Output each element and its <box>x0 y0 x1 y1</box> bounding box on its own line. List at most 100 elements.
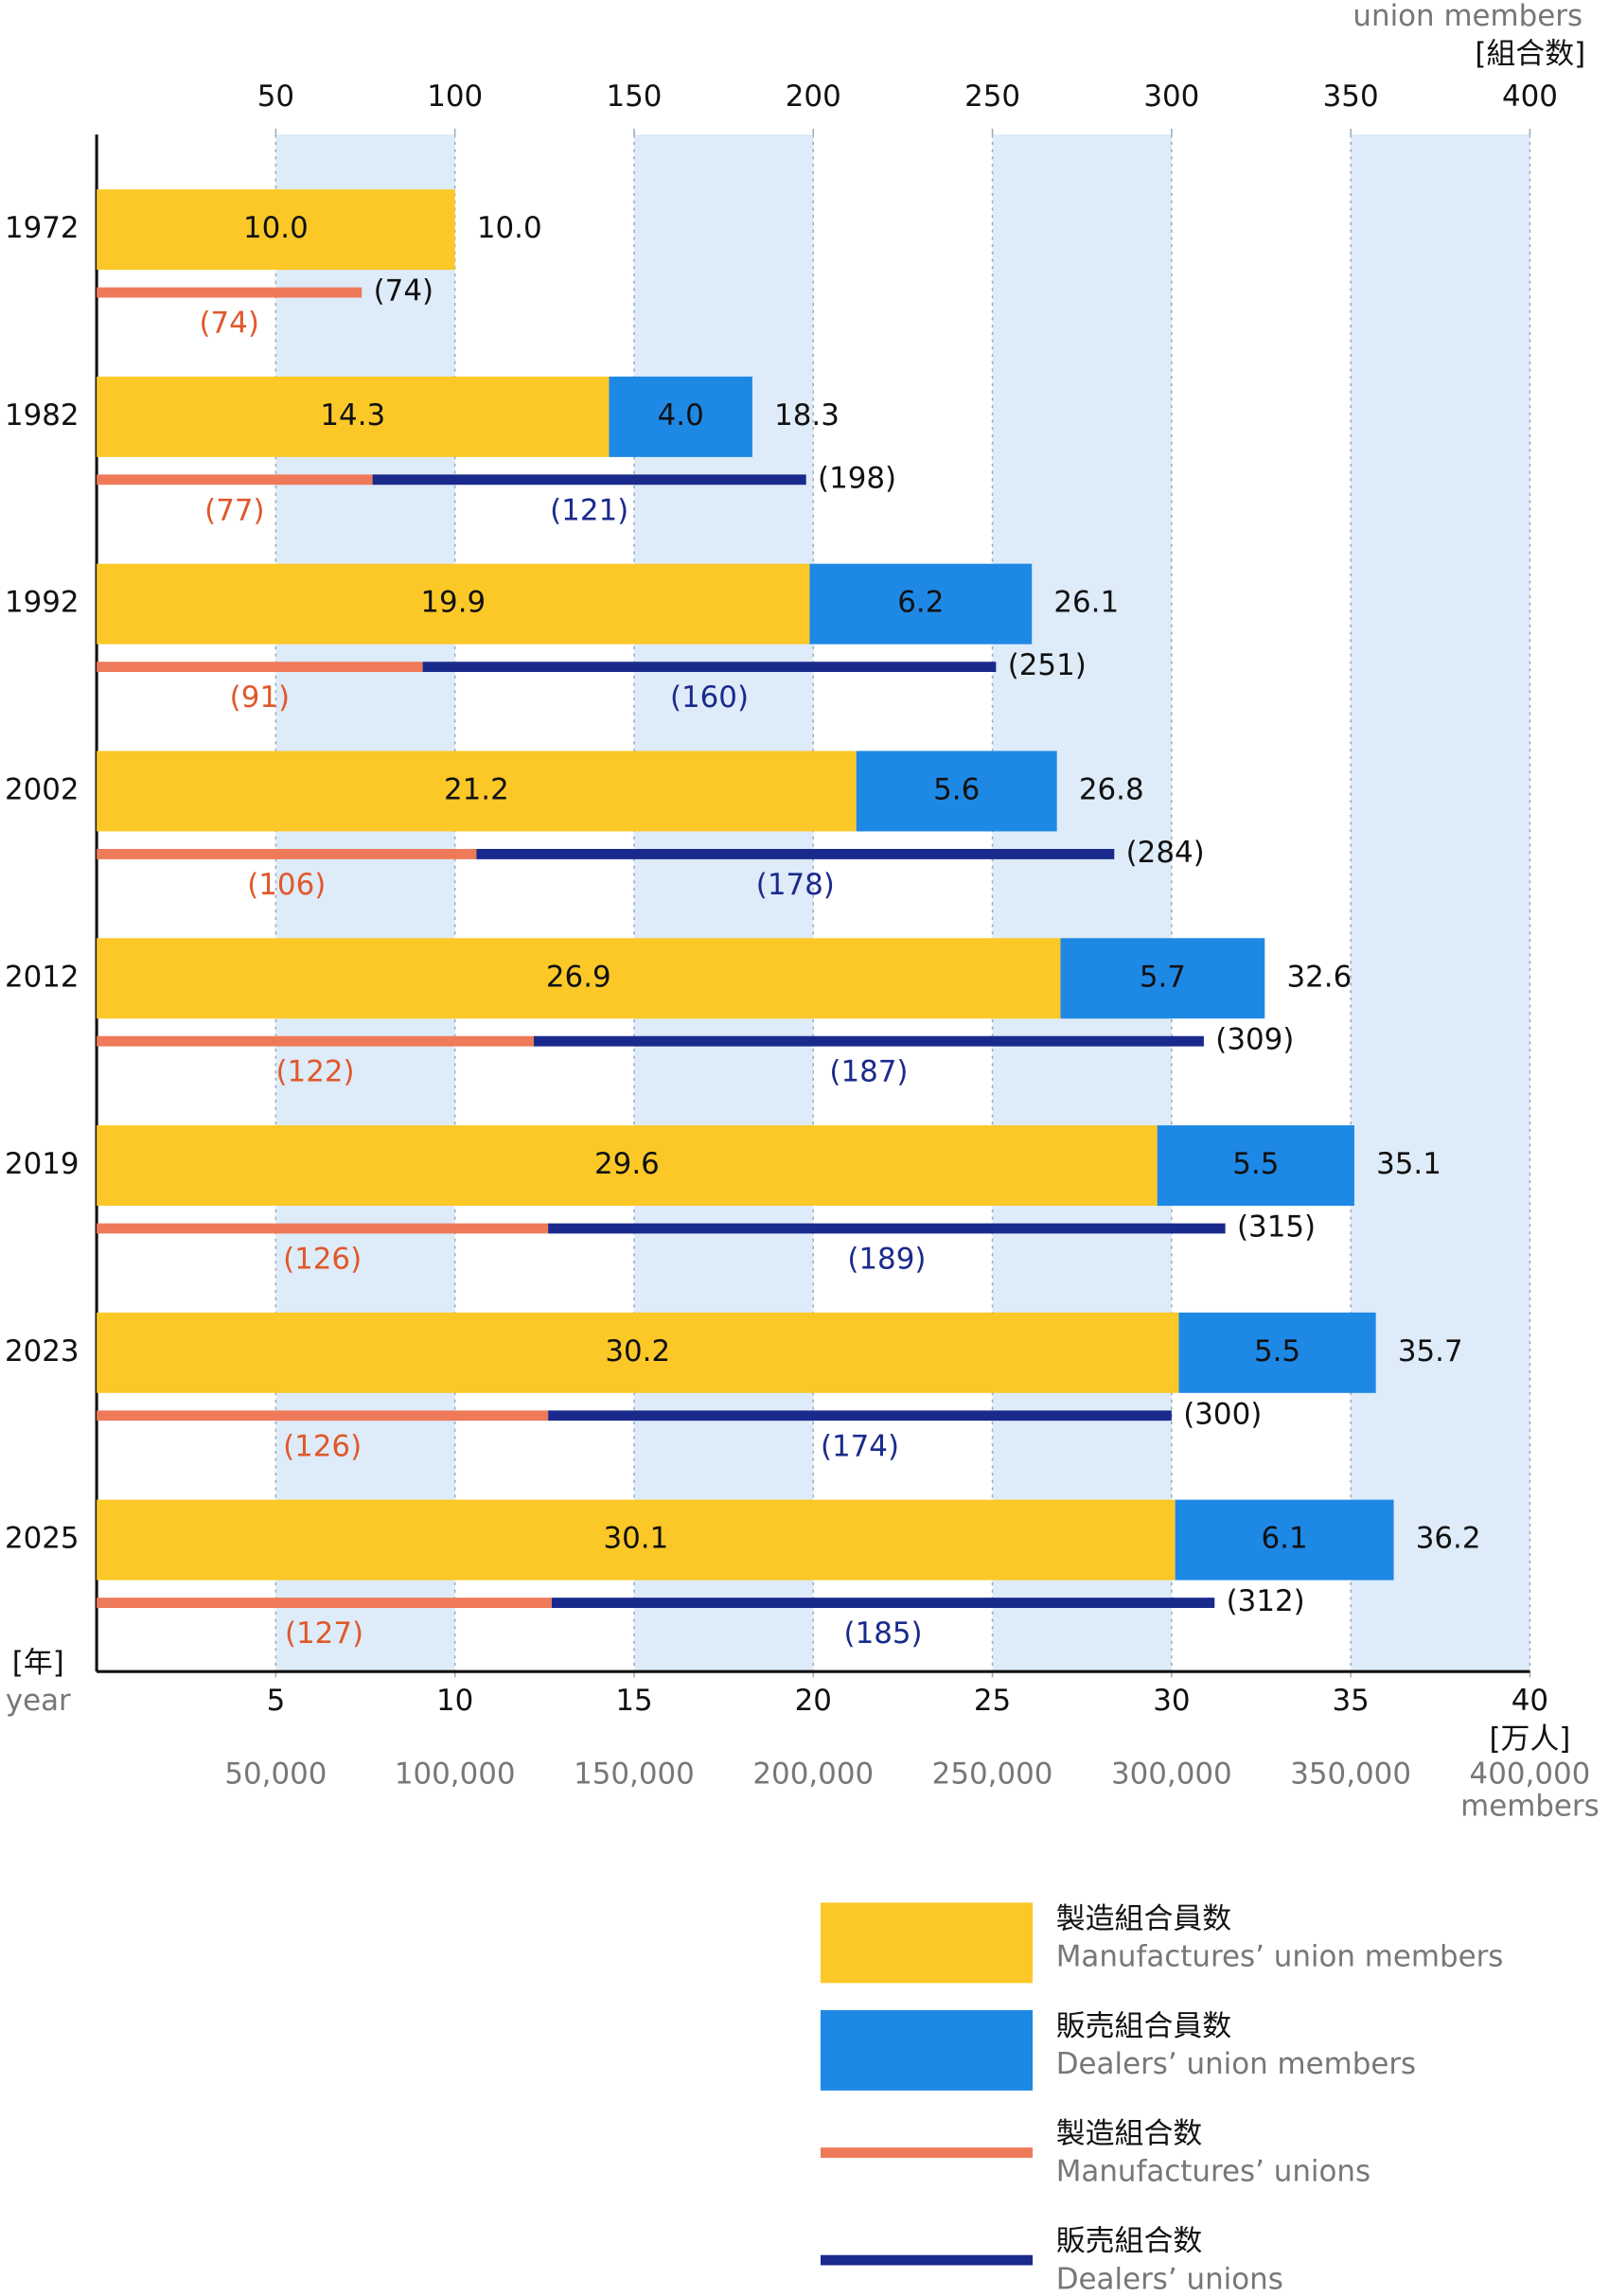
y-tick-label: 1972 <box>5 211 80 245</box>
x3-tick-label: 150,000 <box>574 1757 695 1791</box>
legend-label: 製造組合数 <box>1056 2117 1203 2151</box>
member-total-label: 35.1 <box>1376 1147 1441 1181</box>
union-total-label: (284) <box>1126 836 1205 870</box>
union-value-label: (160) <box>670 680 749 715</box>
bar-value-label: 5.7 <box>1140 960 1186 994</box>
x3-tick-label: 200,000 <box>752 1757 874 1791</box>
bar-segment <box>97 751 857 832</box>
union-total-label: (198) <box>818 461 896 495</box>
bar-value-label: 19.9 <box>420 586 486 620</box>
x2-tick-label: 150 <box>606 79 662 114</box>
bar-segment <box>856 751 1057 832</box>
union-total-label: (315) <box>1237 1210 1316 1244</box>
union-value-label: (106) <box>247 868 326 902</box>
x-tick-label: 15 <box>615 1684 652 1718</box>
union-total-label: (300) <box>1183 1397 1262 1431</box>
bar-segment <box>809 563 1033 645</box>
union-total-label: (251) <box>1008 648 1087 682</box>
bar-value-label: 6.2 <box>897 586 944 620</box>
grid-band <box>633 134 814 1672</box>
member-total-label: 26.1 <box>1053 586 1119 620</box>
union-value-label: (178) <box>756 868 835 902</box>
bar-segment <box>609 376 752 457</box>
bar-value-label: 21.2 <box>444 772 509 806</box>
bar-segment <box>1175 1499 1394 1581</box>
x2-tick-label: 250 <box>964 79 1020 114</box>
union-value-label: (189) <box>847 1242 926 1276</box>
bar-segment <box>97 1125 1158 1207</box>
x-tick-label: 20 <box>795 1684 832 1718</box>
legend-label-en: Manufactures’ unions <box>1056 2155 1370 2189</box>
bar-segment <box>97 1499 1176 1581</box>
legend-label-en: Dealers’ unions <box>1056 2262 1283 2296</box>
bar-segment <box>1060 938 1265 1019</box>
bar-segment <box>97 189 455 271</box>
x2-tick-label: 300 <box>1143 79 1199 114</box>
member-total-label: 32.6 <box>1286 960 1352 994</box>
bar-value-label: 30.2 <box>605 1334 670 1369</box>
x3-tick-label: 50,000 <box>224 1757 327 1791</box>
y-axis-label-en: year <box>6 1684 71 1718</box>
bar-value-label: 10.0 <box>243 211 309 245</box>
y-tick-label: 2012 <box>5 960 80 994</box>
x2-tick-label: 200 <box>786 79 841 114</box>
x-tick-label: 40 <box>1512 1684 1548 1718</box>
y-tick-label: 2002 <box>5 772 80 806</box>
union-value-label: (77) <box>204 493 264 527</box>
bar-value-label: 14.3 <box>320 398 385 433</box>
union-value-label: (121) <box>550 493 628 527</box>
bar-segment <box>1157 1125 1354 1207</box>
x3-tick-label: 350,000 <box>1290 1757 1411 1791</box>
legend-label-en: Dealers’ union members <box>1056 2047 1416 2081</box>
x2-tick-label: 50 <box>257 79 294 114</box>
grid-band <box>1351 134 1530 1672</box>
x2-tick-label: 400 <box>1502 79 1558 114</box>
x2-tick-label: 100 <box>427 79 483 114</box>
union-value-label: (187) <box>829 1055 908 1089</box>
bar-value-label: 5.5 <box>1254 1334 1300 1369</box>
bar-segment <box>97 938 1061 1019</box>
y-tick-label: 2019 <box>5 1147 80 1181</box>
union-total-label: (312) <box>1227 1584 1305 1618</box>
x-tick-label: 5 <box>267 1684 286 1718</box>
x2-axis-label-en: union members <box>1353 0 1582 33</box>
bar-segment <box>1178 1312 1376 1393</box>
x-tick-label: 30 <box>1153 1684 1190 1718</box>
bar-segment <box>97 563 810 645</box>
bar-value-label: 29.6 <box>594 1147 660 1181</box>
y-axis-label: [年] <box>12 1646 64 1680</box>
x-tick-label: 10 <box>436 1684 473 1718</box>
member-total-label: 18.3 <box>774 398 840 433</box>
member-total-label: 36.2 <box>1416 1522 1481 1556</box>
union-total-label: (309) <box>1215 1023 1294 1057</box>
legend-label: 販売組合数 <box>1056 2224 1203 2258</box>
union-value-label: (185) <box>844 1616 923 1651</box>
bar-value-label: 26.9 <box>546 960 611 994</box>
x2-tick-label: 350 <box>1323 79 1379 114</box>
x3-axis-label: members <box>1460 1789 1600 1823</box>
x3-tick-label: 300,000 <box>1111 1757 1232 1791</box>
y-tick-label: 1992 <box>5 586 80 620</box>
union-value-label: (91) <box>230 680 290 715</box>
bar-segment <box>97 376 610 457</box>
y-tick-label: 2023 <box>5 1334 80 1369</box>
union-value-label: (126) <box>283 1429 362 1463</box>
y-tick-label: 1982 <box>5 398 80 433</box>
bar-value-label: 6.1 <box>1262 1522 1308 1556</box>
legend-label: 販売組合員数 <box>1056 2009 1231 2043</box>
grid-band <box>992 134 1172 1672</box>
union-value-label: (74) <box>199 307 258 341</box>
legend-label-en: Manufactures’ union members <box>1056 1940 1504 1974</box>
bar-value-label: 5.5 <box>1232 1147 1279 1181</box>
legend-swatch <box>820 1902 1034 1984</box>
legend-label: 製造組合員数 <box>1056 1901 1231 1935</box>
bar-value-label: 4.0 <box>658 398 704 433</box>
union-total-label: (74) <box>374 274 433 309</box>
union-value-label: (122) <box>276 1055 355 1089</box>
member-total-label: 35.7 <box>1398 1334 1463 1369</box>
legend-swatch <box>820 2009 1034 2091</box>
y-tick-label: 2025 <box>5 1522 80 1556</box>
bar-value-label: 5.6 <box>933 772 980 806</box>
